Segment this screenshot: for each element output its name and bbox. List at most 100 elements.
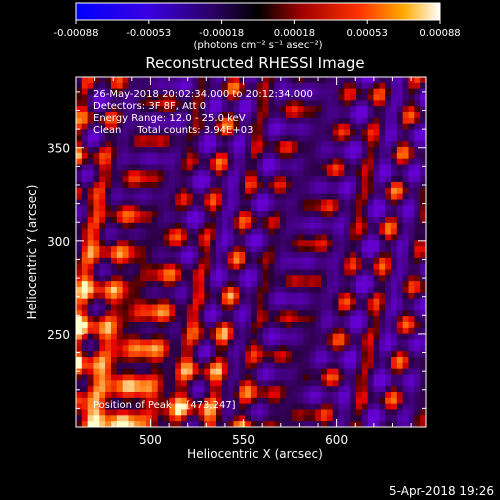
- heatmap-cell: [367, 275, 374, 282]
- heatmap-cell: [169, 199, 176, 206]
- heatmap-cell: [81, 380, 88, 387]
- heatmap-cell: [408, 345, 415, 352]
- heatmap-cell: [420, 409, 427, 416]
- heatmap-cell: [385, 106, 392, 113]
- heatmap-cell: [140, 339, 147, 346]
- heatmap-cell: [151, 310, 158, 317]
- heatmap-cell: [227, 106, 234, 113]
- heatmap-cell: [81, 147, 88, 154]
- heatmap-cell: [309, 421, 316, 428]
- heatmap-cell: [297, 409, 304, 416]
- heatmap-cell: [291, 222, 298, 229]
- heatmap-cell: [146, 211, 153, 218]
- heatmap-cell: [163, 158, 170, 165]
- heatmap-cell: [122, 257, 129, 264]
- heatmap-cell: [402, 380, 409, 387]
- heatmap-cell: [93, 257, 100, 264]
- heatmap-cell: [286, 351, 293, 358]
- heatmap-cell: [326, 211, 333, 218]
- heatmap-cell: [262, 386, 269, 393]
- heatmap-cell: [303, 199, 310, 206]
- heatmap-cell: [361, 141, 368, 148]
- heatmap-cell: [198, 263, 205, 270]
- heatmap-cell: [134, 357, 141, 364]
- heatmap-cell: [274, 246, 281, 253]
- heatmap-cell: [221, 333, 228, 340]
- heatmap-cell: [87, 298, 94, 305]
- heatmap-cell: [321, 112, 328, 119]
- heatmap-cell: [274, 222, 281, 229]
- heatmap-cell: [128, 176, 135, 183]
- heatmap-cell: [76, 333, 83, 340]
- heatmap-cell: [116, 392, 123, 399]
- heatmap-cell: [396, 187, 403, 194]
- heatmap-cell: [122, 333, 129, 340]
- heatmap-cell: [204, 415, 211, 422]
- heatmap-cell: [198, 345, 205, 352]
- heatmap-cell: [326, 158, 333, 165]
- colorbar: [75, 2, 441, 21]
- heatmap-cell: [93, 327, 100, 334]
- heatmap-cell: [116, 129, 123, 136]
- heatmap-cell: [81, 205, 88, 212]
- heatmap-cell: [227, 158, 234, 165]
- heatmap-cell: [175, 362, 182, 369]
- heatmap-cell: [251, 106, 258, 113]
- heatmap-cell: [146, 240, 153, 247]
- heatmap-cell: [198, 362, 205, 369]
- heatmap-cell: [169, 135, 176, 142]
- heatmap-cell: [151, 257, 158, 264]
- heatmap-cell: [245, 82, 252, 89]
- heatmap-cell: [93, 421, 100, 428]
- heatmap-cell: [332, 392, 339, 399]
- heatmap-cell: [163, 199, 170, 206]
- heatmap-cell: [169, 298, 176, 305]
- heatmap-cell: [379, 228, 386, 235]
- heatmap-cell: [239, 421, 246, 428]
- heatmap-cell: [181, 187, 188, 194]
- heatmap-cell: [245, 141, 252, 148]
- heatmap-cell: [315, 403, 322, 410]
- heatmap-cell: [402, 199, 409, 206]
- heatmap-cell: [99, 380, 106, 387]
- heatmap-cell: [221, 147, 228, 154]
- heatmap-cell: [262, 252, 269, 259]
- heatmap-cell: [151, 409, 158, 416]
- heatmap-cell: [326, 217, 333, 224]
- heatmap-cell: [105, 397, 112, 404]
- heatmap-cell: [151, 246, 158, 253]
- heatmap-cell: [81, 193, 88, 200]
- heatmap-cell: [227, 222, 234, 229]
- heatmap-cell: [128, 316, 135, 323]
- heatmap-cell: [251, 421, 258, 428]
- heatmap-cell: [414, 275, 421, 282]
- heatmap-cell: [303, 304, 310, 311]
- heatmap-cell: [303, 263, 310, 270]
- heatmap-cell: [396, 129, 403, 136]
- heatmap-cell: [146, 374, 153, 381]
- heatmap-cell: [414, 333, 421, 340]
- heatmap-cell: [198, 112, 205, 119]
- heatmap-cell: [309, 94, 316, 101]
- heatmap-cell: [373, 77, 380, 84]
- heatmap-cell: [239, 257, 246, 264]
- heatmap-cell: [338, 281, 345, 288]
- heatmap-cell: [408, 187, 415, 194]
- heatmap-cell: [198, 158, 205, 165]
- heatmap-cell: [396, 281, 403, 288]
- heatmap-cell: [105, 269, 112, 276]
- heatmap-cell: [402, 252, 409, 259]
- heatmap-cell: [385, 246, 392, 253]
- heatmap-cell: [163, 403, 170, 410]
- heatmap-cell: [151, 298, 158, 305]
- colorbar-unit-label: (photons cm⁻² s⁻¹ asec⁻²): [193, 40, 322, 51]
- heatmap-cell: [309, 287, 316, 294]
- heatmap-cell: [134, 147, 141, 154]
- heatmap-cell: [233, 176, 240, 183]
- heatmap-cell: [280, 275, 287, 282]
- heatmap-cell: [239, 392, 246, 399]
- heatmap-cell: [268, 152, 275, 159]
- heatmap-cell: [303, 170, 310, 177]
- heatmap-cell: [239, 298, 246, 305]
- heatmap-cell: [251, 117, 258, 124]
